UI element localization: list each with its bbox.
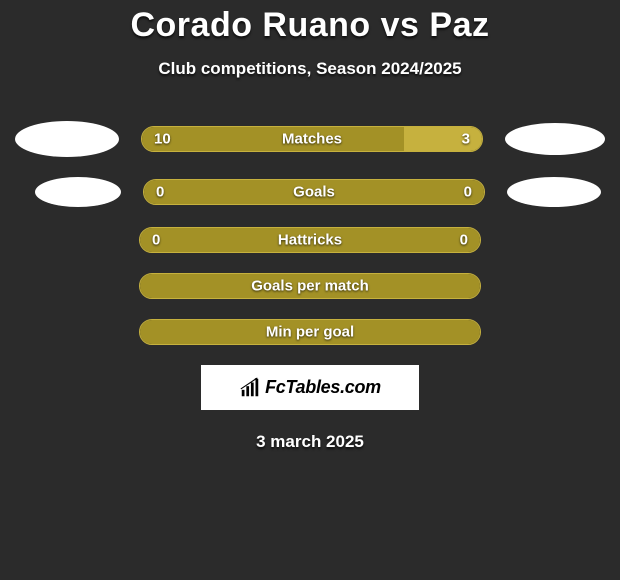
stat-bars-container: 10 3 Matches 0 0 Goals 0 0 Hattricks Goals per ma…: [0, 121, 620, 345]
spacer: [7, 240, 117, 241]
player-right-badge: [507, 177, 601, 207]
stat-label: Goals per match: [251, 278, 369, 295]
bar-fill-left: [142, 127, 404, 151]
player-right-badge: [505, 123, 605, 155]
date-text: 3 march 2025: [0, 432, 620, 452]
spacer: [503, 332, 613, 333]
stat-label: Goals: [293, 184, 335, 201]
stat-bar: Min per goal: [139, 319, 481, 345]
spacer: [7, 332, 117, 333]
stat-bar: 0 0 Goals: [143, 179, 485, 205]
player-left-badge: [15, 121, 119, 157]
stat-value-left: 0: [152, 232, 160, 249]
stat-bar: 0 0 Hattricks: [139, 227, 481, 253]
spacer: [503, 240, 613, 241]
spacer: [7, 286, 117, 287]
logo-text: FcTables.com: [265, 377, 381, 398]
subtitle: Club competitions, Season 2024/2025: [0, 59, 620, 79]
stat-row: 0 0 Hattricks: [0, 227, 620, 253]
stat-value-right: 0: [464, 184, 472, 201]
stat-label: Matches: [282, 131, 342, 148]
stat-row: 10 3 Matches: [0, 121, 620, 157]
stat-row: 0 0 Goals: [0, 177, 620, 207]
stat-bar: 10 3 Matches: [141, 126, 483, 152]
stat-value-right: 0: [460, 232, 468, 249]
stat-value-left: 10: [154, 131, 171, 148]
page-title: Corado Ruano vs Paz: [0, 6, 620, 45]
stat-value-right: 3: [462, 131, 470, 148]
stat-row: Goals per match: [0, 273, 620, 299]
stat-label: Min per goal: [266, 324, 354, 341]
player-left-badge: [35, 177, 121, 207]
stat-bar: Goals per match: [139, 273, 481, 299]
bar-chart-icon: [239, 377, 261, 399]
spacer: [503, 286, 613, 287]
comparison-card: Corado Ruano vs Paz Club competitions, S…: [0, 0, 620, 452]
stat-label: Hattricks: [278, 232, 342, 249]
branding-logo: FcTables.com: [201, 365, 419, 410]
stat-value-left: 0: [156, 184, 164, 201]
stat-row: Min per goal: [0, 319, 620, 345]
bar-fill-right: [404, 127, 482, 151]
